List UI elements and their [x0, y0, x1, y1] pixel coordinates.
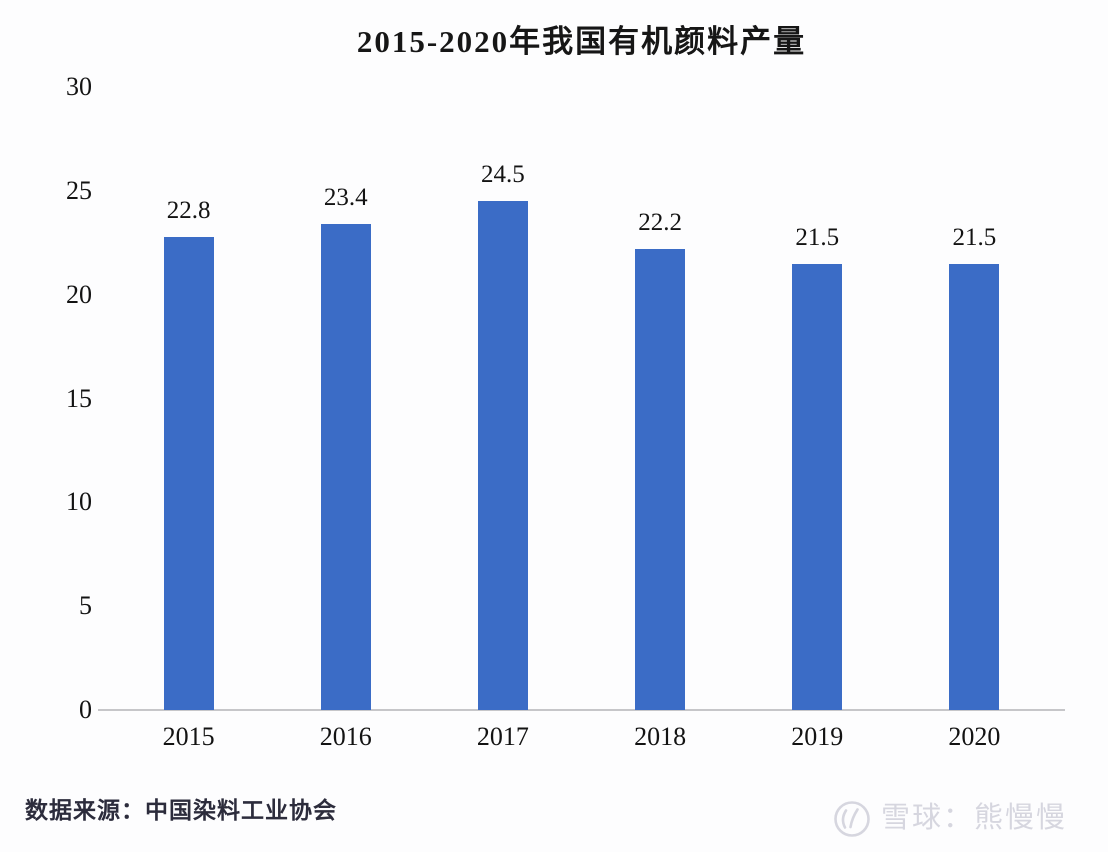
bar-value-label: 23.4	[323, 184, 368, 212]
x-axis-tick-label: 2016	[319, 722, 372, 751]
y-axis-tick-label: 10	[66, 487, 92, 517]
y-axis-tick-label: 20	[66, 279, 92, 309]
bar-value-label: 21.5	[795, 223, 840, 251]
x-axis-tick-label: 2020	[948, 722, 1001, 751]
bar-value-label: 22.2	[638, 208, 682, 236]
xueqiu-snowball-logo-icon	[834, 801, 870, 837]
plot-area: 22.8 2015 23.4 2016 24.5 2017 22.2 2018 21.5 2019…	[66, 74, 1065, 750]
x-axis-tick-label: 2019	[791, 722, 844, 751]
bar-2017	[477, 201, 528, 710]
bar-2015	[163, 236, 214, 710]
y-axis-tick-label: 5	[79, 591, 92, 621]
x-axis-tick-label: 2015	[162, 722, 215, 751]
watermark-text: 雪球：熊慢慢	[881, 801, 1068, 834]
bar-2016	[320, 224, 371, 710]
y-axis-tick-label: 15	[66, 383, 92, 413]
bar-value-label: 21.5	[952, 223, 997, 251]
source-note: 数据来源：中国染料工业协会	[25, 797, 337, 823]
bar-2020	[949, 263, 1000, 710]
chart-title: 2015-2020年我国有机颜料产量	[356, 24, 807, 59]
x-axis-tick-label: 2018	[634, 722, 687, 751]
x-axis-tick-label: 2017	[476, 722, 529, 751]
bar-value-label: 22.8	[166, 196, 211, 224]
y-axis-tick-label: 0	[79, 695, 92, 724]
x-axis-line	[98, 709, 1065, 711]
bar-2019	[792, 263, 843, 710]
y-axis-tick-label: 25	[66, 175, 92, 205]
bar-2018	[635, 248, 686, 710]
bar-value-label: 24.5	[481, 161, 525, 189]
y-axis-tick-label: 30	[66, 72, 92, 101]
watermark: 雪球：熊慢慢	[833, 798, 1067, 838]
